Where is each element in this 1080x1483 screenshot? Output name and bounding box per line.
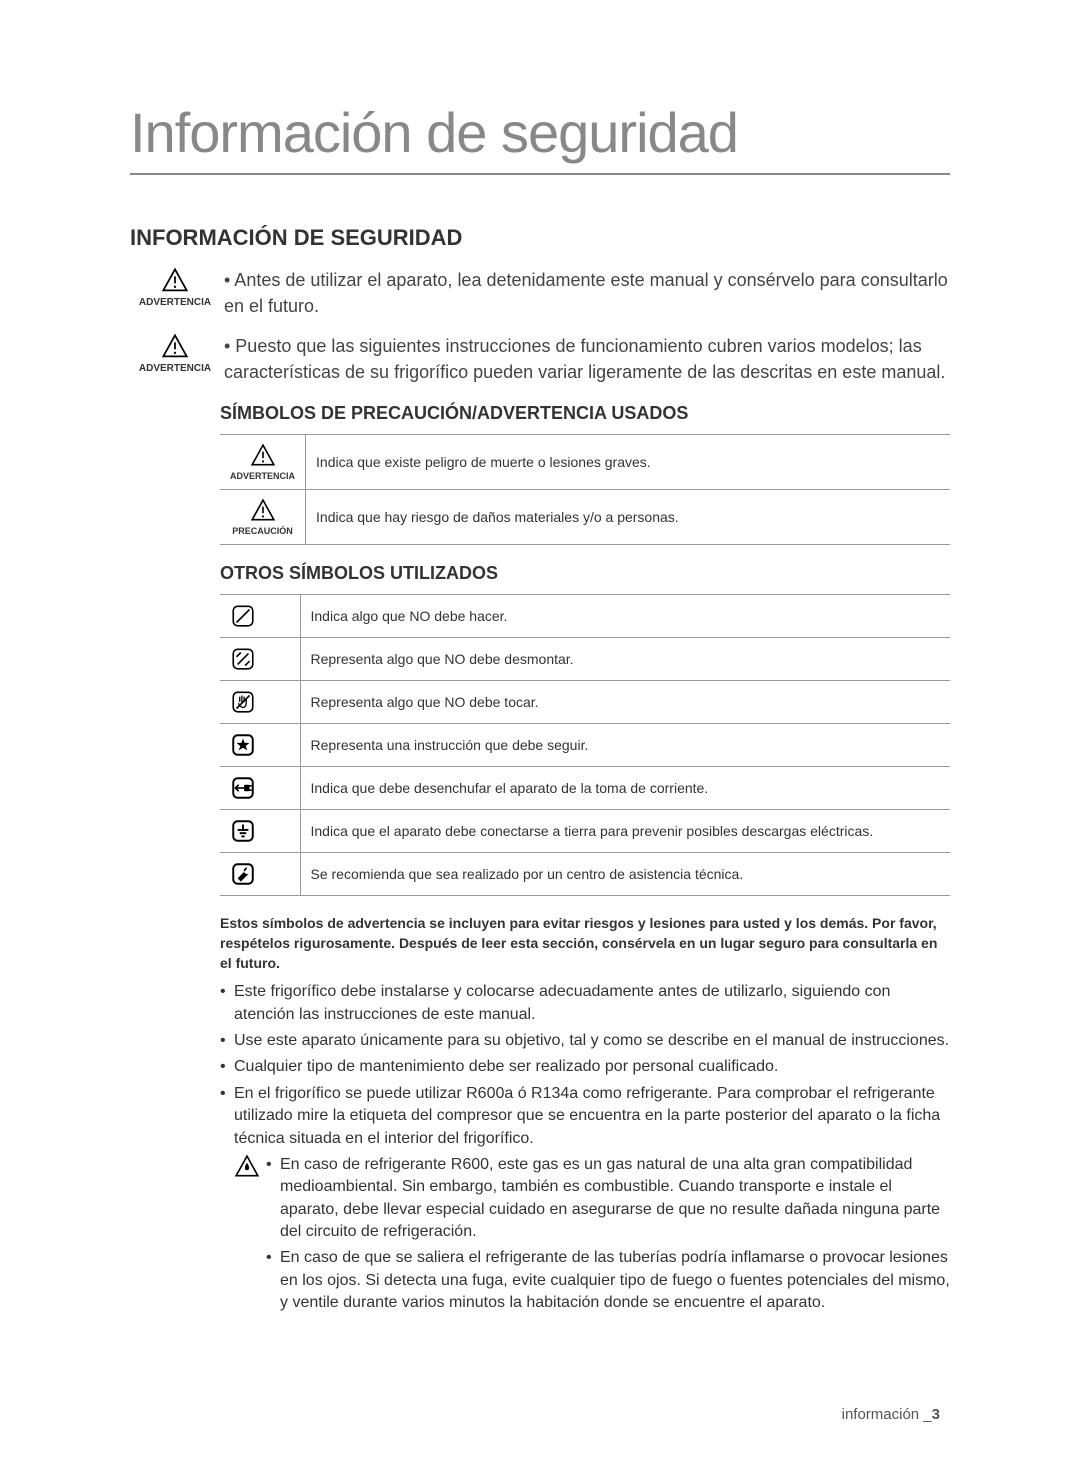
prohibit-icon bbox=[230, 603, 290, 629]
bullet-item: Este frigorífico debe instalarse y coloc… bbox=[220, 981, 950, 1026]
sub-bullet-item: En caso de que se saliera el refrigerant… bbox=[266, 1247, 950, 1314]
table-row: Indica que debe desenchufar el aparato d… bbox=[220, 767, 950, 810]
table-row: Indica que el aparato debe conectarse a … bbox=[220, 810, 950, 853]
symbol-desc: Indica algo que NO debe hacer. bbox=[300, 595, 950, 638]
warning-icon bbox=[161, 267, 189, 295]
table-row: Representa una instrucción que debe segu… bbox=[220, 724, 950, 767]
symbol-desc: Representa algo que NO debe desmontar. bbox=[300, 638, 950, 681]
subheading-2: OTROS SÍMBOLOS UTILIZADOS bbox=[220, 563, 950, 584]
bold-note: Estos símbolos de advertencia se incluye… bbox=[220, 914, 950, 973]
caution-icon bbox=[250, 498, 276, 524]
flame-warning-icon bbox=[234, 1154, 262, 1180]
symbol-table-2: Indica algo que NO debe hacer. Represent… bbox=[220, 594, 950, 896]
table-row: PRECAUCIÓN Indica que hay riesgo de daño… bbox=[220, 490, 950, 545]
subheading-1: SÍMBOLOS DE PRECAUCIÓN/ADVERTENCIA USADO… bbox=[220, 403, 950, 424]
bullet-list: Este frigorífico debe instalarse y coloc… bbox=[220, 981, 950, 1318]
symbol-table-1: ADVERTENCIA Indica que existe peligro de… bbox=[220, 434, 950, 545]
warning-text: • Puesto que las siguientes instruccione… bbox=[224, 333, 950, 385]
service-icon bbox=[230, 861, 290, 887]
bullet-item: En el frigorífico se puede utilizar R600… bbox=[220, 1083, 950, 1150]
footer-text: información _ bbox=[842, 1406, 932, 1423]
ground-icon bbox=[230, 818, 290, 844]
symbol-desc: Indica que debe desenchufar el aparato d… bbox=[300, 767, 950, 810]
unplug-icon bbox=[230, 775, 290, 801]
warning-block-2: ADVERTENCIA • Puesto que las siguientes … bbox=[130, 333, 950, 385]
table-row: Representa algo que NO debe desmontar. bbox=[220, 638, 950, 681]
no-touch-icon bbox=[230, 689, 290, 715]
symbol-desc: Indica que hay riesgo de daños materiale… bbox=[306, 490, 950, 545]
warning-icon bbox=[250, 443, 276, 469]
warning-label: ADVERTENCIA bbox=[139, 297, 211, 308]
icon-label: ADVERTENCIA bbox=[230, 471, 295, 481]
table-row: Representa algo que NO debe tocar. bbox=[220, 681, 950, 724]
symbol-desc: Representa algo que NO debe tocar. bbox=[300, 681, 950, 724]
symbol-desc: Indica que el aparato debe conectarse a … bbox=[300, 810, 950, 853]
warning-text: • Antes de utilizar el aparato, lea dete… bbox=[224, 267, 950, 319]
table-row: Se recomienda que sea realizado por un c… bbox=[220, 853, 950, 896]
page-title: Información de seguridad bbox=[130, 100, 950, 175]
symbol-desc: Se recomienda que sea realizado por un c… bbox=[300, 853, 950, 896]
sub-bullet-item: En caso de refrigerante R600, este gas e… bbox=[266, 1154, 950, 1244]
warning-block-1: ADVERTENCIA • Antes de utilizar el apara… bbox=[130, 267, 950, 319]
bullet-item: Cualquier tipo de mantenimiento debe ser… bbox=[220, 1056, 950, 1078]
symbol-desc: Representa una instrucción que debe segu… bbox=[300, 724, 950, 767]
page-footer: información _3 bbox=[842, 1406, 940, 1423]
no-disassemble-icon bbox=[230, 646, 290, 672]
icon-label: PRECAUCIÓN bbox=[232, 526, 293, 536]
section-heading: INFORMACIÓN DE SEGURIDAD bbox=[130, 225, 950, 251]
table-row: Indica algo que NO debe hacer. bbox=[220, 595, 950, 638]
follow-instruction-icon bbox=[230, 732, 290, 758]
bullet-item: Use este aparato únicamente para su obje… bbox=[220, 1030, 950, 1052]
warning-label: ADVERTENCIA bbox=[139, 363, 211, 374]
warning-icon bbox=[161, 333, 189, 361]
page-number: 3 bbox=[932, 1406, 940, 1423]
table-row: ADVERTENCIA Indica que existe peligro de… bbox=[220, 435, 950, 490]
symbol-desc: Indica que existe peligro de muerte o le… bbox=[306, 435, 950, 490]
sub-bullet-block: En caso de refrigerante R600, este gas e… bbox=[234, 1154, 950, 1319]
